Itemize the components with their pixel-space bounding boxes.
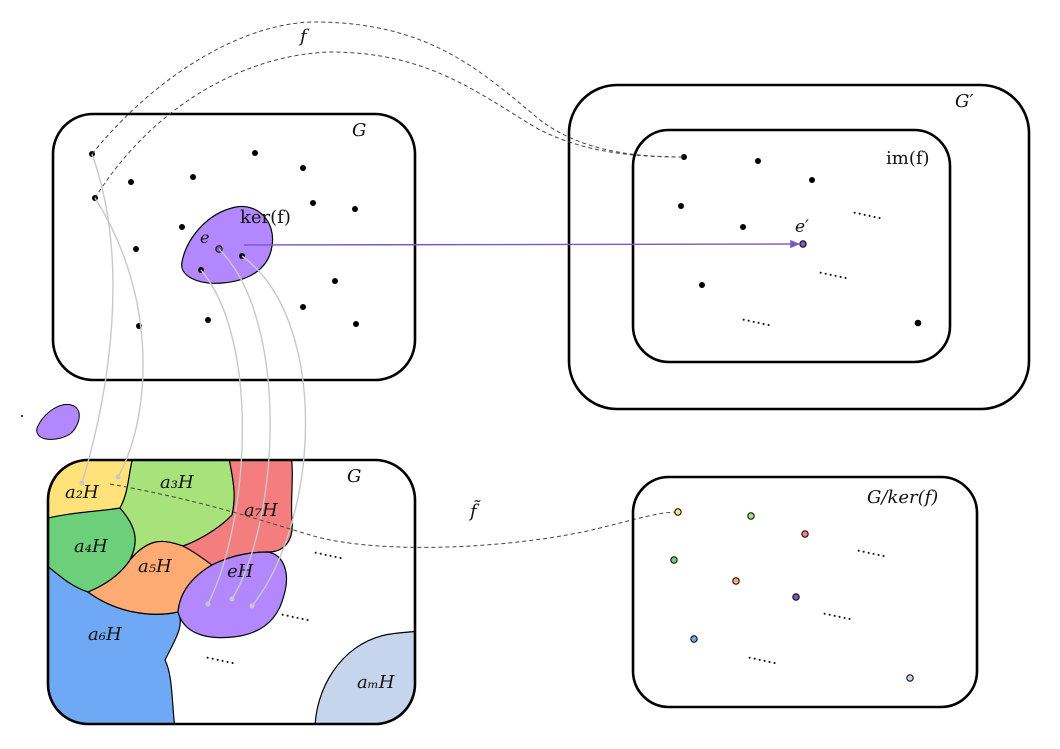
group-g-prime-box bbox=[567, 83, 1031, 411]
quotient-box bbox=[631, 475, 979, 709]
element-dot bbox=[310, 200, 316, 206]
ellipsis: ...... bbox=[279, 600, 313, 625]
image-identity-dot bbox=[799, 240, 807, 248]
endpoint-dot bbox=[115, 474, 121, 480]
element-dot bbox=[190, 174, 196, 180]
coset-label-a4h: a₄H bbox=[74, 536, 108, 557]
element-dot bbox=[300, 165, 306, 171]
element-dot bbox=[300, 304, 306, 310]
quotient-dot-red bbox=[801, 530, 809, 538]
endpoint-dot bbox=[249, 603, 255, 609]
group-g-bottom-label: G bbox=[347, 466, 361, 487]
small-dot bbox=[21, 415, 23, 417]
f-tilde-label: f̃ bbox=[468, 499, 481, 522]
ellipsis: ...... bbox=[821, 599, 855, 624]
image-identity-label: e′ bbox=[795, 217, 809, 237]
image-elements bbox=[678, 154, 922, 327]
element-dot bbox=[205, 317, 211, 323]
image-dot bbox=[914, 319, 922, 327]
f-map-curve bbox=[91, 21, 685, 158]
coset-partition bbox=[48, 460, 415, 724]
identity-label: e bbox=[200, 228, 209, 247]
coset-curve bbox=[81, 153, 114, 484]
quotient-dot-blue bbox=[690, 635, 698, 643]
coset-curve bbox=[241, 255, 307, 607]
coset-label-a5h: a₅H bbox=[138, 556, 172, 577]
coset-label-a2h: a₂H bbox=[65, 482, 99, 503]
image-dot bbox=[755, 158, 761, 164]
element-dot bbox=[133, 246, 139, 252]
coset-curve bbox=[200, 269, 244, 605]
element-dot bbox=[353, 321, 359, 327]
ellipsis: ...... bbox=[746, 643, 780, 668]
f-map-curve bbox=[94, 51, 685, 199]
coset-label-a6h: a₆H bbox=[88, 624, 122, 645]
kernel-label: ker(f) bbox=[240, 207, 291, 228]
kernel-to-identity-arrow bbox=[243, 239, 801, 249]
image-dot bbox=[681, 154, 687, 160]
group-g-box bbox=[51, 112, 417, 382]
quotient-dot-green bbox=[670, 556, 678, 564]
image-dot bbox=[699, 282, 705, 288]
quotient-label: G/ker(f) bbox=[867, 487, 938, 508]
endpoint-dot bbox=[229, 596, 235, 602]
quotient-dot-orange bbox=[732, 577, 740, 585]
ellipsis: ...... bbox=[855, 536, 889, 561]
quotient-dot-pale-blue bbox=[906, 674, 914, 682]
coset-eh bbox=[177, 551, 288, 639]
element-dot bbox=[332, 278, 338, 284]
image-box bbox=[631, 128, 952, 364]
quotient-elements bbox=[670, 508, 914, 682]
small-kernel-blob bbox=[36, 404, 80, 440]
kernel-blob bbox=[181, 205, 274, 284]
element-dot bbox=[252, 150, 258, 156]
group-g-elements bbox=[89, 150, 359, 329]
coset-label-eh: eH bbox=[227, 561, 254, 582]
ellipsis: ...... bbox=[851, 198, 885, 223]
ellipsis: ...... bbox=[817, 258, 851, 283]
quotient-dot-yellow bbox=[674, 508, 682, 516]
image-dot bbox=[678, 203, 684, 209]
group-g-bottom-box bbox=[46, 458, 417, 726]
coset-label-a3h: a₃H bbox=[160, 472, 194, 493]
element-dot bbox=[352, 206, 358, 212]
image-label: im(f) bbox=[886, 148, 930, 169]
image-dot bbox=[740, 224, 746, 230]
ellipsis: ...... bbox=[204, 643, 238, 668]
quotient-dot-purple bbox=[792, 593, 800, 601]
group-g-prime-label: G′ bbox=[955, 91, 973, 112]
coset-mapping-curves bbox=[81, 153, 307, 607]
coset-curve bbox=[94, 197, 144, 478]
element-dot bbox=[128, 179, 134, 185]
endpoint-dot bbox=[205, 601, 211, 607]
coset-curve-endpoints bbox=[79, 474, 255, 609]
f-map-label: f bbox=[298, 26, 310, 47]
coset-label-a7h: a₇H bbox=[244, 500, 278, 521]
endpoint-dot bbox=[79, 480, 85, 486]
coset-label-amh: aₘH bbox=[357, 672, 395, 693]
coset-amh bbox=[314, 629, 415, 724]
coset-curve bbox=[218, 248, 271, 600]
quotient-dot-light-green bbox=[747, 512, 755, 520]
f-tilde-curve bbox=[109, 483, 679, 548]
image-dot bbox=[809, 177, 815, 183]
element-dot bbox=[179, 224, 185, 230]
ellipsis: ...... bbox=[740, 305, 774, 330]
group-g-label: G bbox=[352, 120, 366, 141]
